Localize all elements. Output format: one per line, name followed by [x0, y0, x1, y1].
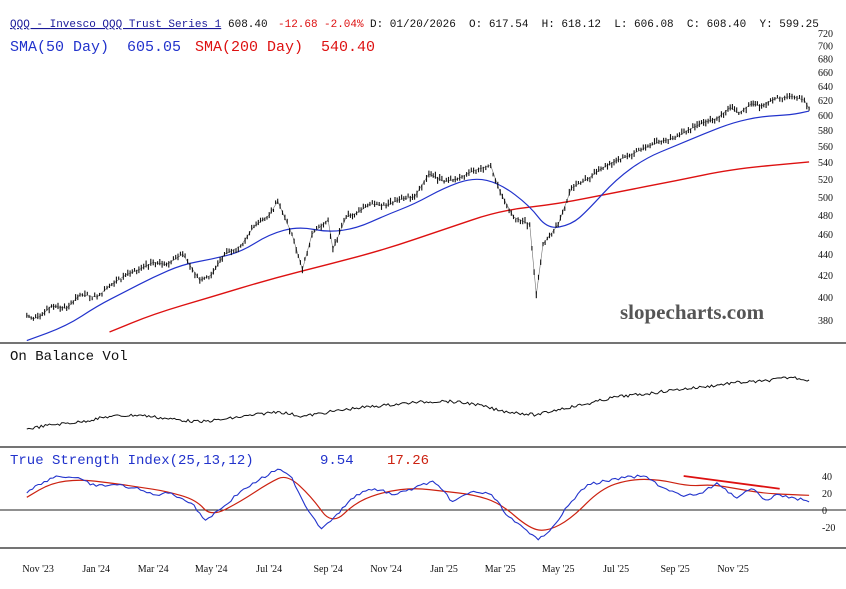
tsi-signal-value: 17.26 — [387, 453, 429, 469]
x-tick-label: Sep '25 — [660, 564, 689, 575]
sma50-label: SMA(50 Day) — [10, 39, 109, 56]
sma200-line — [109, 161, 810, 333]
sma50-value: 605.05 — [127, 39, 181, 56]
price-y-tick-label: 620 — [818, 96, 833, 107]
tsi-line — [26, 468, 810, 541]
price-y-tick-label: 500 — [818, 193, 833, 204]
tsi-y-tick-label: 20 — [822, 489, 832, 500]
price-y-tick-label: 580 — [818, 126, 833, 137]
x-tick-label: May '25 — [542, 564, 575, 575]
price-y-tick-label: 600 — [818, 111, 833, 122]
x-tick-label: Nov '25 — [717, 564, 749, 575]
series-layer — [26, 93, 810, 541]
x-tick-label: Jul '25 — [603, 564, 629, 575]
quote-line: D: 01/20/2026 O: 617.54 H: 618.12 L: 606… — [370, 19, 819, 31]
price-y-axis: 380 400 420 440 460 480 500 520 540 560 580 600 620 6… — [818, 29, 833, 327]
x-tick-label: Mar '24 — [138, 564, 169, 575]
tsi-signal-line — [26, 476, 810, 531]
watermark: slopecharts.com — [620, 300, 765, 324]
price-y-tick-label: 540 — [818, 158, 833, 169]
price-y-tick-label: 380 — [818, 316, 833, 327]
x-tick-label: Nov '23 — [22, 564, 54, 575]
last-price: 608.40 — [228, 19, 268, 31]
obv-panel-title: On Balance Vol — [10, 349, 128, 365]
price-y-tick-label: 520 — [818, 175, 833, 186]
obv-line — [26, 376, 810, 430]
price-y-tick-label: 700 — [818, 42, 833, 53]
price-y-tick-label: 440 — [818, 250, 833, 261]
tsi-value: 9.54 — [320, 453, 354, 469]
price-change-pct: -2.04% — [324, 19, 364, 31]
divergence-line — [683, 475, 780, 490]
x-tick-label: Jul '24 — [256, 564, 282, 575]
price-y-tick-label: 660 — [818, 68, 833, 79]
price-change: -12.68 — [278, 19, 318, 31]
price-bars — [26, 93, 810, 321]
price-y-tick-label: 720 — [818, 29, 833, 40]
tsi-legend: True Strength Index(25,13,12) 9.54 17.26 — [10, 453, 429, 469]
sma200-label: SMA(200 Day) — [195, 39, 303, 56]
x-tick-label: Sep '24 — [313, 564, 342, 575]
x-tick-label: Jan '24 — [82, 564, 110, 575]
tsi-panel-title: True Strength Index(25,13,12) — [10, 453, 254, 469]
tsi-y-tick-label: -20 — [822, 523, 835, 534]
x-tick-label: Nov '24 — [370, 564, 402, 575]
sma200-value: 540.40 — [321, 39, 375, 56]
header: QQQ - Invesco QQQ Trust Series 1 608.40 … — [10, 19, 819, 31]
price-y-tick-label: 420 — [818, 271, 833, 282]
tsi-y-tick-label: 40 — [822, 472, 832, 483]
x-tick-label: Mar '25 — [485, 564, 516, 575]
price-y-tick-label: 400 — [818, 293, 833, 304]
x-tick-label: Jan '25 — [430, 564, 458, 575]
x-tick-label: May '24 — [195, 564, 228, 575]
legend: SMA(50 Day) 605.05 SMA(200 Day) 540.40 — [10, 39, 375, 56]
price-y-tick-label: 460 — [818, 230, 833, 241]
tsi-y-tick-label: 0 — [822, 506, 827, 517]
price-y-tick-label: 680 — [818, 55, 833, 66]
price-y-tick-label: 640 — [818, 82, 833, 93]
symbol-link[interactable]: QQQ - Invesco QQQ Trust Series 1 — [10, 19, 222, 31]
price-y-tick-label: 480 — [818, 211, 833, 222]
tsi-y-axis: -20 0 20 40 — [822, 472, 835, 534]
price-line — [26, 96, 810, 320]
x-axis: Nov '23 Jan '24 Mar '24 May '24 Jul '24 Sep '… — [22, 564, 748, 575]
price-y-tick-label: 560 — [818, 142, 833, 153]
sma50-line — [26, 110, 810, 342]
